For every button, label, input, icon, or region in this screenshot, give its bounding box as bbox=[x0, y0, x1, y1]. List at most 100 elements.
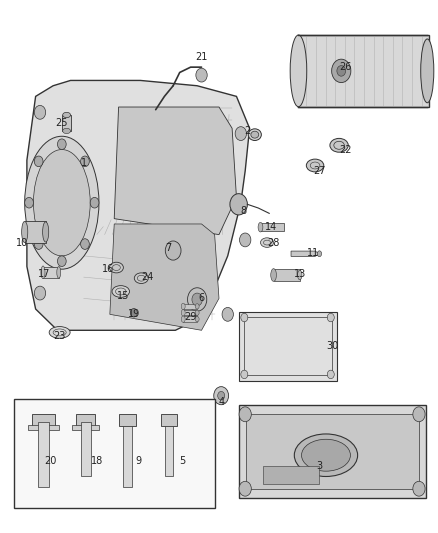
Text: 6: 6 bbox=[198, 293, 205, 303]
Circle shape bbox=[81, 239, 89, 249]
Ellipse shape bbox=[63, 112, 71, 118]
Bar bbox=[25, 221, 46, 243]
Bar bbox=[263, 466, 319, 484]
Bar bbox=[38, 422, 49, 487]
Circle shape bbox=[192, 293, 202, 306]
Circle shape bbox=[332, 59, 351, 83]
Bar bbox=[76, 414, 95, 426]
Text: 23: 23 bbox=[53, 330, 66, 341]
Ellipse shape bbox=[421, 39, 434, 103]
Circle shape bbox=[25, 197, 33, 208]
Text: 10: 10 bbox=[16, 238, 28, 247]
Circle shape bbox=[327, 313, 334, 322]
Circle shape bbox=[187, 288, 207, 311]
Ellipse shape bbox=[112, 286, 130, 297]
Polygon shape bbox=[110, 224, 219, 330]
Text: 7: 7 bbox=[166, 243, 172, 253]
Bar bbox=[165, 426, 173, 477]
Text: 15: 15 bbox=[117, 290, 129, 301]
Circle shape bbox=[90, 197, 99, 208]
Ellipse shape bbox=[63, 128, 71, 134]
Bar bbox=[183, 304, 197, 309]
Polygon shape bbox=[239, 405, 426, 498]
Ellipse shape bbox=[49, 327, 70, 338]
Circle shape bbox=[196, 68, 207, 82]
Ellipse shape bbox=[258, 222, 263, 232]
Ellipse shape bbox=[261, 238, 274, 247]
Text: 29: 29 bbox=[184, 312, 197, 322]
Ellipse shape bbox=[248, 129, 261, 141]
Text: 16: 16 bbox=[102, 264, 114, 274]
Ellipse shape bbox=[297, 270, 302, 280]
Ellipse shape bbox=[294, 434, 357, 477]
Circle shape bbox=[327, 370, 334, 378]
Bar bbox=[43, 266, 59, 278]
Circle shape bbox=[131, 309, 138, 317]
Text: 22: 22 bbox=[339, 144, 352, 155]
Text: 8: 8 bbox=[240, 206, 246, 216]
Ellipse shape bbox=[134, 273, 148, 284]
Ellipse shape bbox=[33, 150, 90, 256]
Text: 20: 20 bbox=[45, 456, 57, 465]
Circle shape bbox=[81, 156, 89, 167]
Text: 9: 9 bbox=[135, 456, 141, 465]
Ellipse shape bbox=[181, 303, 185, 310]
Circle shape bbox=[34, 106, 46, 119]
Circle shape bbox=[214, 386, 229, 405]
Text: 13: 13 bbox=[293, 270, 306, 279]
Circle shape bbox=[239, 481, 251, 496]
Bar bbox=[244, 317, 332, 375]
Circle shape bbox=[57, 256, 66, 266]
Polygon shape bbox=[114, 107, 237, 235]
Text: 30: 30 bbox=[326, 341, 339, 351]
Circle shape bbox=[34, 156, 43, 167]
Text: 27: 27 bbox=[313, 166, 326, 176]
Text: 24: 24 bbox=[141, 272, 153, 282]
Text: 4: 4 bbox=[218, 397, 224, 407]
Bar bbox=[72, 425, 99, 430]
Text: 3: 3 bbox=[316, 461, 322, 471]
Circle shape bbox=[241, 370, 248, 378]
Ellipse shape bbox=[181, 316, 185, 322]
Ellipse shape bbox=[110, 262, 124, 273]
Text: 2: 2 bbox=[244, 126, 251, 136]
Circle shape bbox=[57, 139, 66, 150]
Bar bbox=[14, 399, 215, 508]
Text: 21: 21 bbox=[195, 52, 208, 61]
Ellipse shape bbox=[301, 439, 350, 471]
Ellipse shape bbox=[57, 266, 61, 278]
Ellipse shape bbox=[317, 251, 321, 257]
Ellipse shape bbox=[21, 221, 28, 243]
Circle shape bbox=[218, 391, 225, 400]
Circle shape bbox=[241, 313, 248, 322]
Text: 18: 18 bbox=[91, 456, 103, 465]
Bar bbox=[183, 317, 197, 322]
Bar bbox=[274, 269, 300, 281]
Text: 1: 1 bbox=[81, 158, 87, 168]
Circle shape bbox=[413, 481, 425, 496]
Text: 28: 28 bbox=[267, 238, 280, 247]
Circle shape bbox=[230, 193, 247, 215]
Polygon shape bbox=[291, 251, 319, 256]
Circle shape bbox=[337, 66, 346, 76]
Ellipse shape bbox=[42, 222, 49, 242]
Bar bbox=[183, 310, 197, 316]
Bar bbox=[123, 426, 132, 487]
Circle shape bbox=[240, 233, 251, 247]
Text: 19: 19 bbox=[128, 309, 140, 319]
Ellipse shape bbox=[306, 159, 324, 172]
Text: 5: 5 bbox=[179, 456, 185, 465]
Circle shape bbox=[239, 407, 251, 422]
Bar bbox=[81, 422, 91, 477]
Ellipse shape bbox=[251, 131, 259, 138]
Circle shape bbox=[222, 308, 233, 321]
Circle shape bbox=[165, 241, 181, 260]
Bar bbox=[62, 115, 71, 131]
Text: 25: 25 bbox=[56, 118, 68, 128]
Bar bbox=[161, 414, 177, 426]
Text: 14: 14 bbox=[265, 222, 278, 232]
Bar bbox=[239, 312, 337, 381]
Bar bbox=[246, 414, 419, 489]
Ellipse shape bbox=[41, 266, 45, 279]
Ellipse shape bbox=[290, 35, 307, 107]
